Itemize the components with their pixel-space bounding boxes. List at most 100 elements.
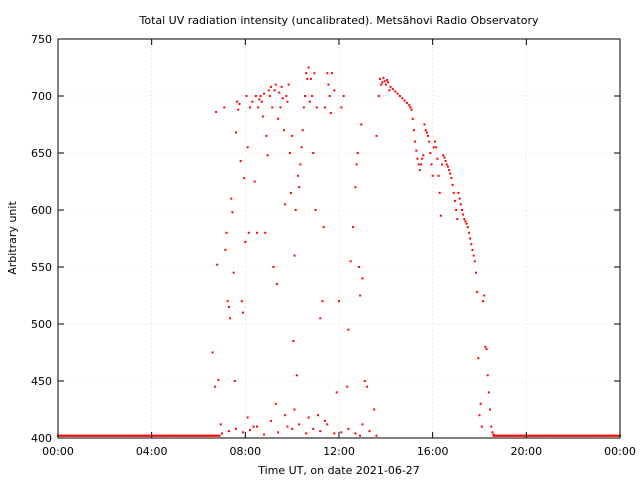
data-point: [319, 430, 322, 433]
data-point: [480, 425, 483, 428]
data-point: [520, 434, 523, 437]
data-point: [449, 172, 452, 175]
data-point: [342, 95, 345, 97]
data-point: [138, 434, 141, 437]
data-point: [130, 434, 133, 437]
data-point: [209, 434, 212, 437]
data-point: [185, 434, 188, 437]
data-point: [97, 434, 100, 437]
data-point: [90, 434, 93, 437]
data-point: [381, 81, 384, 84]
data-point: [301, 129, 304, 132]
data-point: [416, 157, 419, 160]
data-point: [456, 218, 459, 221]
data-point: [246, 146, 249, 149]
data-point: [340, 106, 343, 109]
data-point: [459, 203, 462, 206]
data-point: [346, 385, 349, 388]
data-point: [359, 294, 362, 297]
data-point: [225, 231, 228, 234]
data-point: [217, 434, 220, 437]
data-point: [143, 434, 146, 437]
data-point: [305, 432, 308, 435]
data-point: [538, 434, 541, 437]
data-point: [164, 434, 167, 437]
data-point: [506, 434, 509, 437]
data-point: [533, 434, 536, 437]
data-point: [240, 300, 243, 303]
data-point: [246, 416, 249, 419]
data-point: [517, 434, 520, 437]
data-point: [328, 95, 331, 97]
data-point: [613, 434, 616, 437]
data-point: [315, 106, 318, 109]
data-point: [297, 174, 300, 177]
data-point: [443, 156, 446, 159]
chart-title: Total UV radiation intensity (uncalibrat…: [139, 14, 539, 27]
grid: [58, 39, 620, 438]
data-point: [604, 434, 607, 437]
data-point: [239, 159, 242, 162]
data-point: [553, 434, 556, 437]
data-point: [498, 434, 501, 437]
data-point: [562, 434, 565, 437]
data-point: [193, 434, 196, 437]
data-point: [322, 226, 325, 229]
data-point: [437, 174, 440, 177]
data-point: [510, 434, 513, 437]
data-point: [490, 425, 493, 428]
data-point: [482, 300, 485, 303]
y-tick-label: 500: [31, 318, 52, 331]
data-point: [188, 434, 191, 437]
data-point: [149, 434, 152, 437]
data-point: [277, 117, 280, 120]
data-point: [423, 123, 426, 126]
data-point: [212, 434, 215, 437]
data-point: [486, 374, 489, 377]
data-point: [256, 231, 259, 234]
data-point: [136, 434, 139, 437]
y-tick-label: 400: [31, 432, 52, 445]
data-point: [121, 434, 124, 437]
data-point: [507, 434, 510, 437]
data-point: [295, 374, 298, 377]
data-point: [414, 140, 417, 143]
data-point: [113, 434, 116, 437]
data-point: [559, 434, 562, 437]
data-point: [263, 92, 266, 95]
data-point: [552, 434, 555, 437]
data-point: [588, 434, 591, 437]
data-point: [181, 434, 184, 437]
data-point: [151, 434, 154, 437]
data-point: [493, 434, 496, 437]
data-point: [554, 434, 557, 437]
data-point: [537, 434, 540, 437]
data-point: [285, 95, 288, 97]
data-point: [286, 425, 289, 428]
data-point: [602, 434, 605, 437]
data-point: [412, 129, 415, 132]
data-point: [203, 434, 206, 437]
data-point: [72, 434, 75, 437]
data-point: [494, 434, 497, 437]
data-point: [62, 434, 65, 437]
data-point: [114, 434, 117, 437]
data-point: [284, 414, 287, 417]
y-tick-label: 450: [31, 375, 52, 388]
data-point: [134, 434, 137, 437]
data-point: [471, 248, 474, 251]
data-point: [277, 431, 280, 434]
data-point: [424, 129, 427, 132]
data-point: [576, 434, 579, 437]
data-point: [217, 378, 220, 381]
data-point: [548, 434, 551, 437]
data-point: [460, 209, 463, 211]
data-point: [144, 434, 147, 437]
data-point: [294, 209, 297, 211]
data-point: [583, 434, 586, 437]
data-point: [236, 100, 239, 103]
data-point: [115, 434, 118, 437]
data-point: [532, 434, 535, 437]
data-point: [359, 434, 362, 437]
data-point: [499, 434, 502, 437]
